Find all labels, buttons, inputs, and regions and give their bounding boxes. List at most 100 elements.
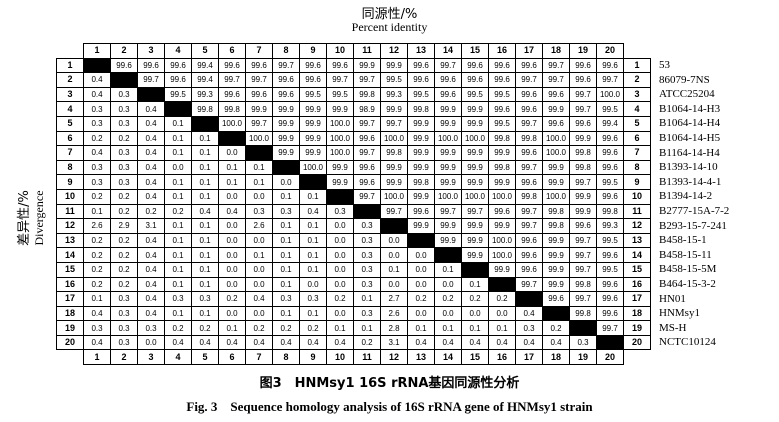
column-number: 6 bbox=[218, 349, 246, 366]
column-number: 2 bbox=[110, 43, 138, 59]
identity-cell: 99.9 bbox=[407, 218, 435, 234]
identity-cell: 99.9 bbox=[407, 115, 435, 132]
divergence-cell: 0.4 bbox=[137, 115, 165, 132]
divergence-cell: 0.4 bbox=[137, 276, 165, 293]
divergence-cell: 0.2 bbox=[83, 188, 111, 205]
identity-cell: 99.5 bbox=[488, 86, 516, 103]
divergence-cell: 0.1 bbox=[299, 218, 327, 234]
diagonal-cell bbox=[272, 159, 300, 176]
column-number: 1 bbox=[83, 43, 111, 59]
strain-name: B458-15-5M bbox=[659, 263, 717, 276]
divergence-cell: 0.3 bbox=[191, 291, 219, 307]
identity-cell: 99.6 bbox=[569, 115, 597, 132]
identity-cell: 99.9 bbox=[461, 115, 489, 132]
identity-cell: 99.6 bbox=[596, 291, 624, 307]
column-number: 13 bbox=[407, 43, 435, 59]
divergence-cell: 0.0 bbox=[434, 276, 462, 293]
divergence-cell: 0.1 bbox=[299, 188, 327, 205]
identity-cell: 99.9 bbox=[407, 188, 435, 205]
identity-cell: 99.6 bbox=[596, 159, 624, 176]
divergence-cell: 0.2 bbox=[407, 291, 435, 307]
divergence-cell: 0.1 bbox=[164, 247, 192, 263]
identity-cell: 99.9 bbox=[434, 232, 462, 249]
diagonal-cell bbox=[407, 232, 435, 249]
divergence-cell: 0.0 bbox=[245, 188, 273, 205]
identity-matrix: 1 2 3 4 5 6 7 8 9 10 11 12 13 14 15 16 17 18 19 20 1 99.6 99.6… bbox=[56, 43, 651, 366]
divergence-cell: 0.4 bbox=[542, 334, 570, 351]
divergence-cell: 0.2 bbox=[110, 232, 138, 249]
divergence-cell: 0.3 bbox=[353, 276, 381, 293]
divergence-cell: 0.3 bbox=[353, 261, 381, 278]
divergence-cell: 0.1 bbox=[272, 232, 300, 249]
identity-cell: 100.0 bbox=[434, 130, 462, 147]
column-number: 17 bbox=[515, 43, 543, 59]
identity-cell: 99.8 bbox=[515, 188, 543, 205]
identity-cell: 99.6 bbox=[272, 86, 300, 103]
divergence-cell: 0.2 bbox=[191, 320, 219, 336]
identity-cell: 99.8 bbox=[515, 130, 543, 147]
row-number-right: 12 bbox=[623, 218, 651, 234]
divergence-cell: 0.1 bbox=[83, 203, 111, 220]
identity-cell: 99.7 bbox=[380, 203, 408, 220]
identity-cell: 99.7 bbox=[272, 57, 300, 74]
divergence-cell: 0.1 bbox=[299, 261, 327, 278]
strain-name: HN01 bbox=[659, 292, 686, 305]
column-number: 11 bbox=[353, 43, 381, 59]
diagonal-cell bbox=[191, 115, 219, 132]
divergence-cell: 0.0 bbox=[164, 159, 192, 176]
divergence-cell: 0.4 bbox=[137, 305, 165, 322]
divergence-cell: 0.1 bbox=[164, 218, 192, 234]
identity-cell: 99.6 bbox=[353, 130, 381, 147]
diagonal-cell bbox=[353, 203, 381, 220]
column-number: 19 bbox=[569, 43, 597, 59]
divergence-cell: 0.3 bbox=[353, 218, 381, 234]
identity-cell: 99.9 bbox=[326, 174, 354, 190]
identity-cell: 99.9 bbox=[272, 101, 300, 117]
divergence-cell: 0.1 bbox=[83, 291, 111, 307]
divergence-cell: 0.3 bbox=[110, 101, 138, 117]
identity-cell: 100.0 bbox=[326, 145, 354, 161]
identity-cell: 99.7 bbox=[434, 57, 462, 74]
identity-cell: 99.5 bbox=[488, 115, 516, 132]
identity-cell: 99.6 bbox=[515, 174, 543, 190]
divergence-cell: 0.4 bbox=[137, 188, 165, 205]
divergence-cell: 0.1 bbox=[191, 247, 219, 263]
divergence-cell: 0.0 bbox=[380, 276, 408, 293]
divergence-cell: 0.3 bbox=[110, 115, 138, 132]
divergence-cell: 2.9 bbox=[110, 218, 138, 234]
divergence-cell: 0.0 bbox=[326, 218, 354, 234]
strain-name: B2777-15A-7-2 bbox=[659, 205, 730, 218]
row-number-right: 6 bbox=[623, 130, 651, 147]
identity-cell: 100.0 bbox=[542, 188, 570, 205]
divergence-cell: 0.3 bbox=[569, 334, 597, 351]
identity-cell: 99.9 bbox=[434, 159, 462, 176]
divergence-cell: 0.2 bbox=[488, 291, 516, 307]
identity-cell: 99.8 bbox=[542, 218, 570, 234]
divergence-cell: 0.0 bbox=[380, 247, 408, 263]
divergence-cell: 0.3 bbox=[272, 291, 300, 307]
identity-cell: 99.6 bbox=[461, 72, 489, 88]
divergence-cell: 0.1 bbox=[164, 261, 192, 278]
diagonal-cell bbox=[110, 72, 138, 88]
divergence-cell: 0.3 bbox=[83, 101, 111, 117]
matrix-row: 2 0.4 99.7 99.6 99.4 99.7 99.7 99.6 99.6 99.7 99.7… bbox=[56, 72, 651, 88]
column-number: 15 bbox=[461, 349, 489, 366]
row-number-right: 19 bbox=[623, 320, 651, 336]
divergence-cell: 0.0 bbox=[407, 247, 435, 263]
column-number: 11 bbox=[353, 349, 381, 366]
row-number-right: 18 bbox=[623, 305, 651, 322]
identity-cell: 99.9 bbox=[299, 115, 327, 132]
divergence-cell: 0.0 bbox=[218, 261, 246, 278]
row-number-right: 15 bbox=[623, 261, 651, 278]
column-number: 9 bbox=[299, 43, 327, 59]
identity-cell: 99.9 bbox=[434, 218, 462, 234]
divergence-cell: 0.4 bbox=[137, 159, 165, 176]
divergence-cell: 3.1 bbox=[137, 218, 165, 234]
identity-cell: 100.0 bbox=[488, 247, 516, 263]
identity-cell: 100.0 bbox=[218, 115, 246, 132]
identity-cell: 99.3 bbox=[191, 86, 219, 103]
column-number: 10 bbox=[326, 349, 354, 366]
row-number-right: 20 bbox=[623, 334, 651, 351]
divergence-cell: 0.3 bbox=[110, 145, 138, 161]
row-number: 5 bbox=[56, 115, 84, 132]
